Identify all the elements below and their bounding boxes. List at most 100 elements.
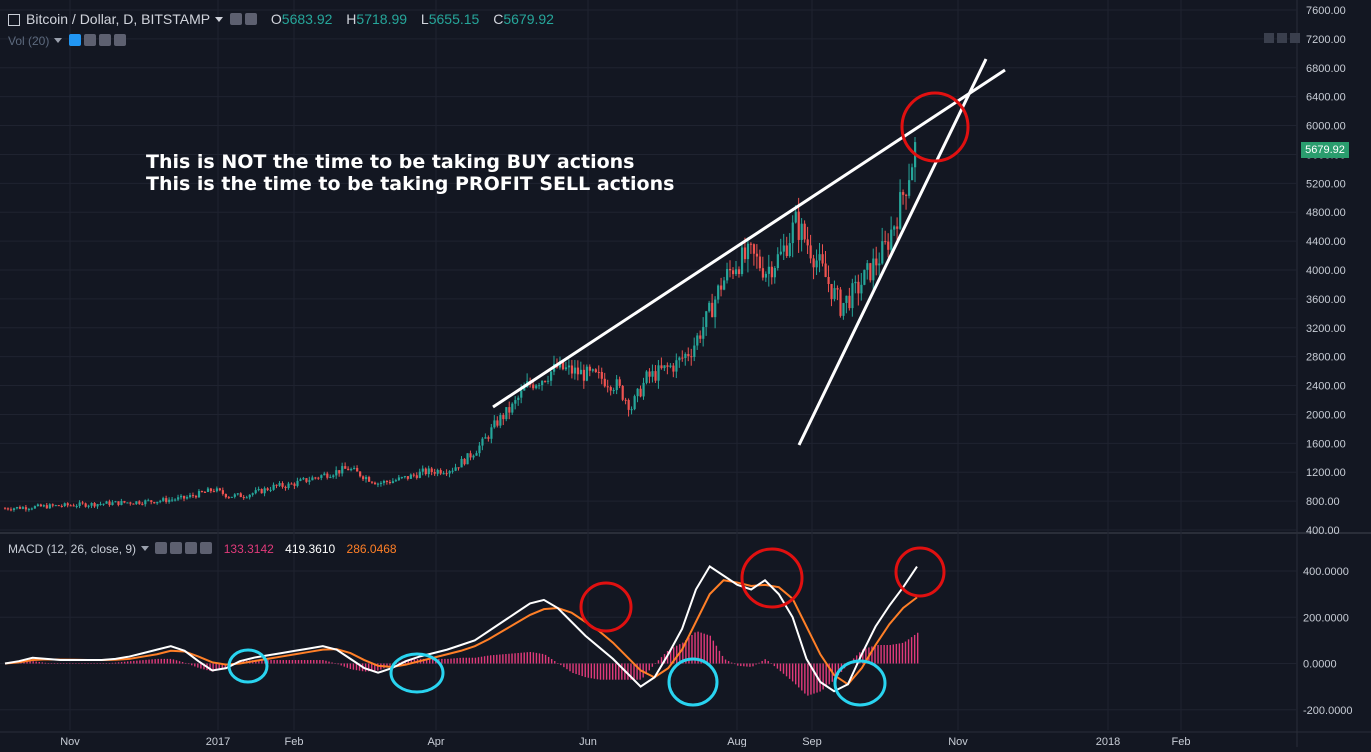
price-candle (564, 367, 568, 370)
restore-icon[interactable] (1277, 33, 1287, 43)
price-candle (493, 420, 496, 428)
macd-histogram-bar (880, 645, 882, 664)
price-candle (147, 500, 150, 502)
macd-histogram-bar (773, 663, 776, 667)
price-candle (21, 507, 25, 509)
price-candle (851, 283, 854, 309)
pane-controls (1261, 30, 1300, 48)
macd-histogram-bar (273, 660, 275, 664)
macd-histogram-bar (200, 663, 202, 669)
price-candle (269, 489, 272, 491)
macd-axis[interactable]: 400.0000 200.0000 0.0000 -200.0000 (1303, 566, 1353, 717)
macd-histogram-bar (288, 660, 291, 664)
price-candle (869, 263, 872, 281)
macd-label[interactable]: MACD (12, 26, close, 9) (8, 542, 137, 556)
price-candle (186, 497, 189, 499)
price-candle (561, 361, 565, 370)
macd-histogram-bar (758, 662, 760, 664)
price-candle (797, 211, 800, 240)
plus-icon[interactable] (98, 34, 111, 46)
price-candle (803, 223, 806, 240)
macd-histogram-bar (108, 663, 111, 664)
price-candle (699, 335, 702, 339)
price-candle (242, 497, 245, 499)
price-candle (839, 289, 842, 316)
price-candle (123, 501, 126, 503)
price-candle (141, 503, 144, 505)
macd-histogram-bar (468, 657, 471, 664)
price-candle (180, 495, 183, 498)
gear-icon[interactable] (170, 542, 183, 554)
price-candle (359, 471, 362, 477)
price-candle (90, 502, 93, 506)
macd-histogram-bar (316, 660, 318, 664)
macd-histogram-bar (737, 663, 739, 666)
price-candle (194, 495, 198, 498)
price-candle (239, 493, 242, 498)
close-icon[interactable] (113, 34, 126, 46)
macd-histogram-bar (782, 663, 785, 674)
visibility-icon[interactable] (68, 34, 81, 46)
visibility-icon[interactable] (155, 542, 168, 554)
plus-icon[interactable] (185, 542, 198, 554)
price-candle (618, 379, 621, 386)
symbol-title[interactable]: Bitcoin / Dollar, D, BITSTAMP (26, 11, 211, 27)
price-candle (881, 241, 884, 264)
price-candle (174, 499, 177, 501)
macd-histogram-bar (148, 659, 150, 664)
price-candle (200, 491, 204, 493)
gear-icon[interactable] (83, 34, 96, 46)
macd-histogram-bar (334, 663, 336, 664)
price-candle (293, 483, 296, 486)
chevron-down-icon[interactable] (141, 546, 150, 551)
price-candle (538, 385, 541, 387)
macd-histogram-bar (746, 663, 748, 667)
macd-histogram-bar (166, 658, 169, 664)
maximize-icon[interactable] (1264, 33, 1274, 43)
price-candle (260, 489, 263, 494)
macd-histogram-bar (505, 654, 507, 664)
price-candle (567, 365, 571, 368)
macd-histogram-bar (407, 659, 410, 664)
price-candle (117, 501, 120, 505)
price-candle (708, 302, 711, 312)
price-candle (711, 302, 714, 318)
close-icon[interactable] (200, 542, 213, 554)
price-candle (296, 480, 299, 486)
price-candle (511, 403, 514, 413)
macd-histogram-bar (413, 659, 416, 664)
macd-histogram-bar (590, 663, 593, 679)
price-candle (18, 507, 22, 509)
price-candle (412, 474, 415, 476)
chevron-down-icon[interactable] (54, 38, 63, 43)
time-axis[interactable]: Nov 2017 Feb Apr Jun Aug Sep Nov 2018 Feb (60, 736, 1190, 748)
macd-histogram-bar (883, 645, 885, 664)
lock-icon[interactable] (245, 13, 258, 25)
price-candle (230, 496, 233, 498)
macd-histogram-bar (514, 653, 516, 664)
macd-histogram-bar (566, 663, 568, 670)
price-candle (878, 263, 881, 266)
macd-histogram-bar (874, 645, 876, 664)
chevron-down-icon[interactable] (215, 17, 224, 22)
price-candle (126, 502, 129, 504)
macd-histogram-bar (767, 661, 769, 664)
macd-histogram-bar (325, 660, 327, 664)
price-candle (63, 503, 66, 507)
price-candle (368, 477, 371, 482)
settings-icon[interactable] (230, 13, 243, 25)
price-candle (648, 371, 651, 377)
macd-histogram-bar (267, 660, 269, 664)
price-axis[interactable]: 7600.007200.006800.006400.006000.005600.… (1306, 5, 1346, 537)
close-pane-icon[interactable] (1290, 33, 1300, 43)
price-candle (761, 268, 765, 278)
macd-histogram-bar (145, 659, 147, 664)
macd-histogram-bar (526, 652, 528, 664)
macd-histogram-bar (752, 663, 754, 667)
macd-histogram-bar (703, 633, 705, 664)
macd-histogram-bar (535, 652, 538, 664)
volume-label[interactable]: Vol (20) (8, 34, 50, 48)
collapse-icon[interactable] (8, 14, 20, 26)
price-candle (302, 478, 305, 480)
price-candle (902, 192, 905, 195)
